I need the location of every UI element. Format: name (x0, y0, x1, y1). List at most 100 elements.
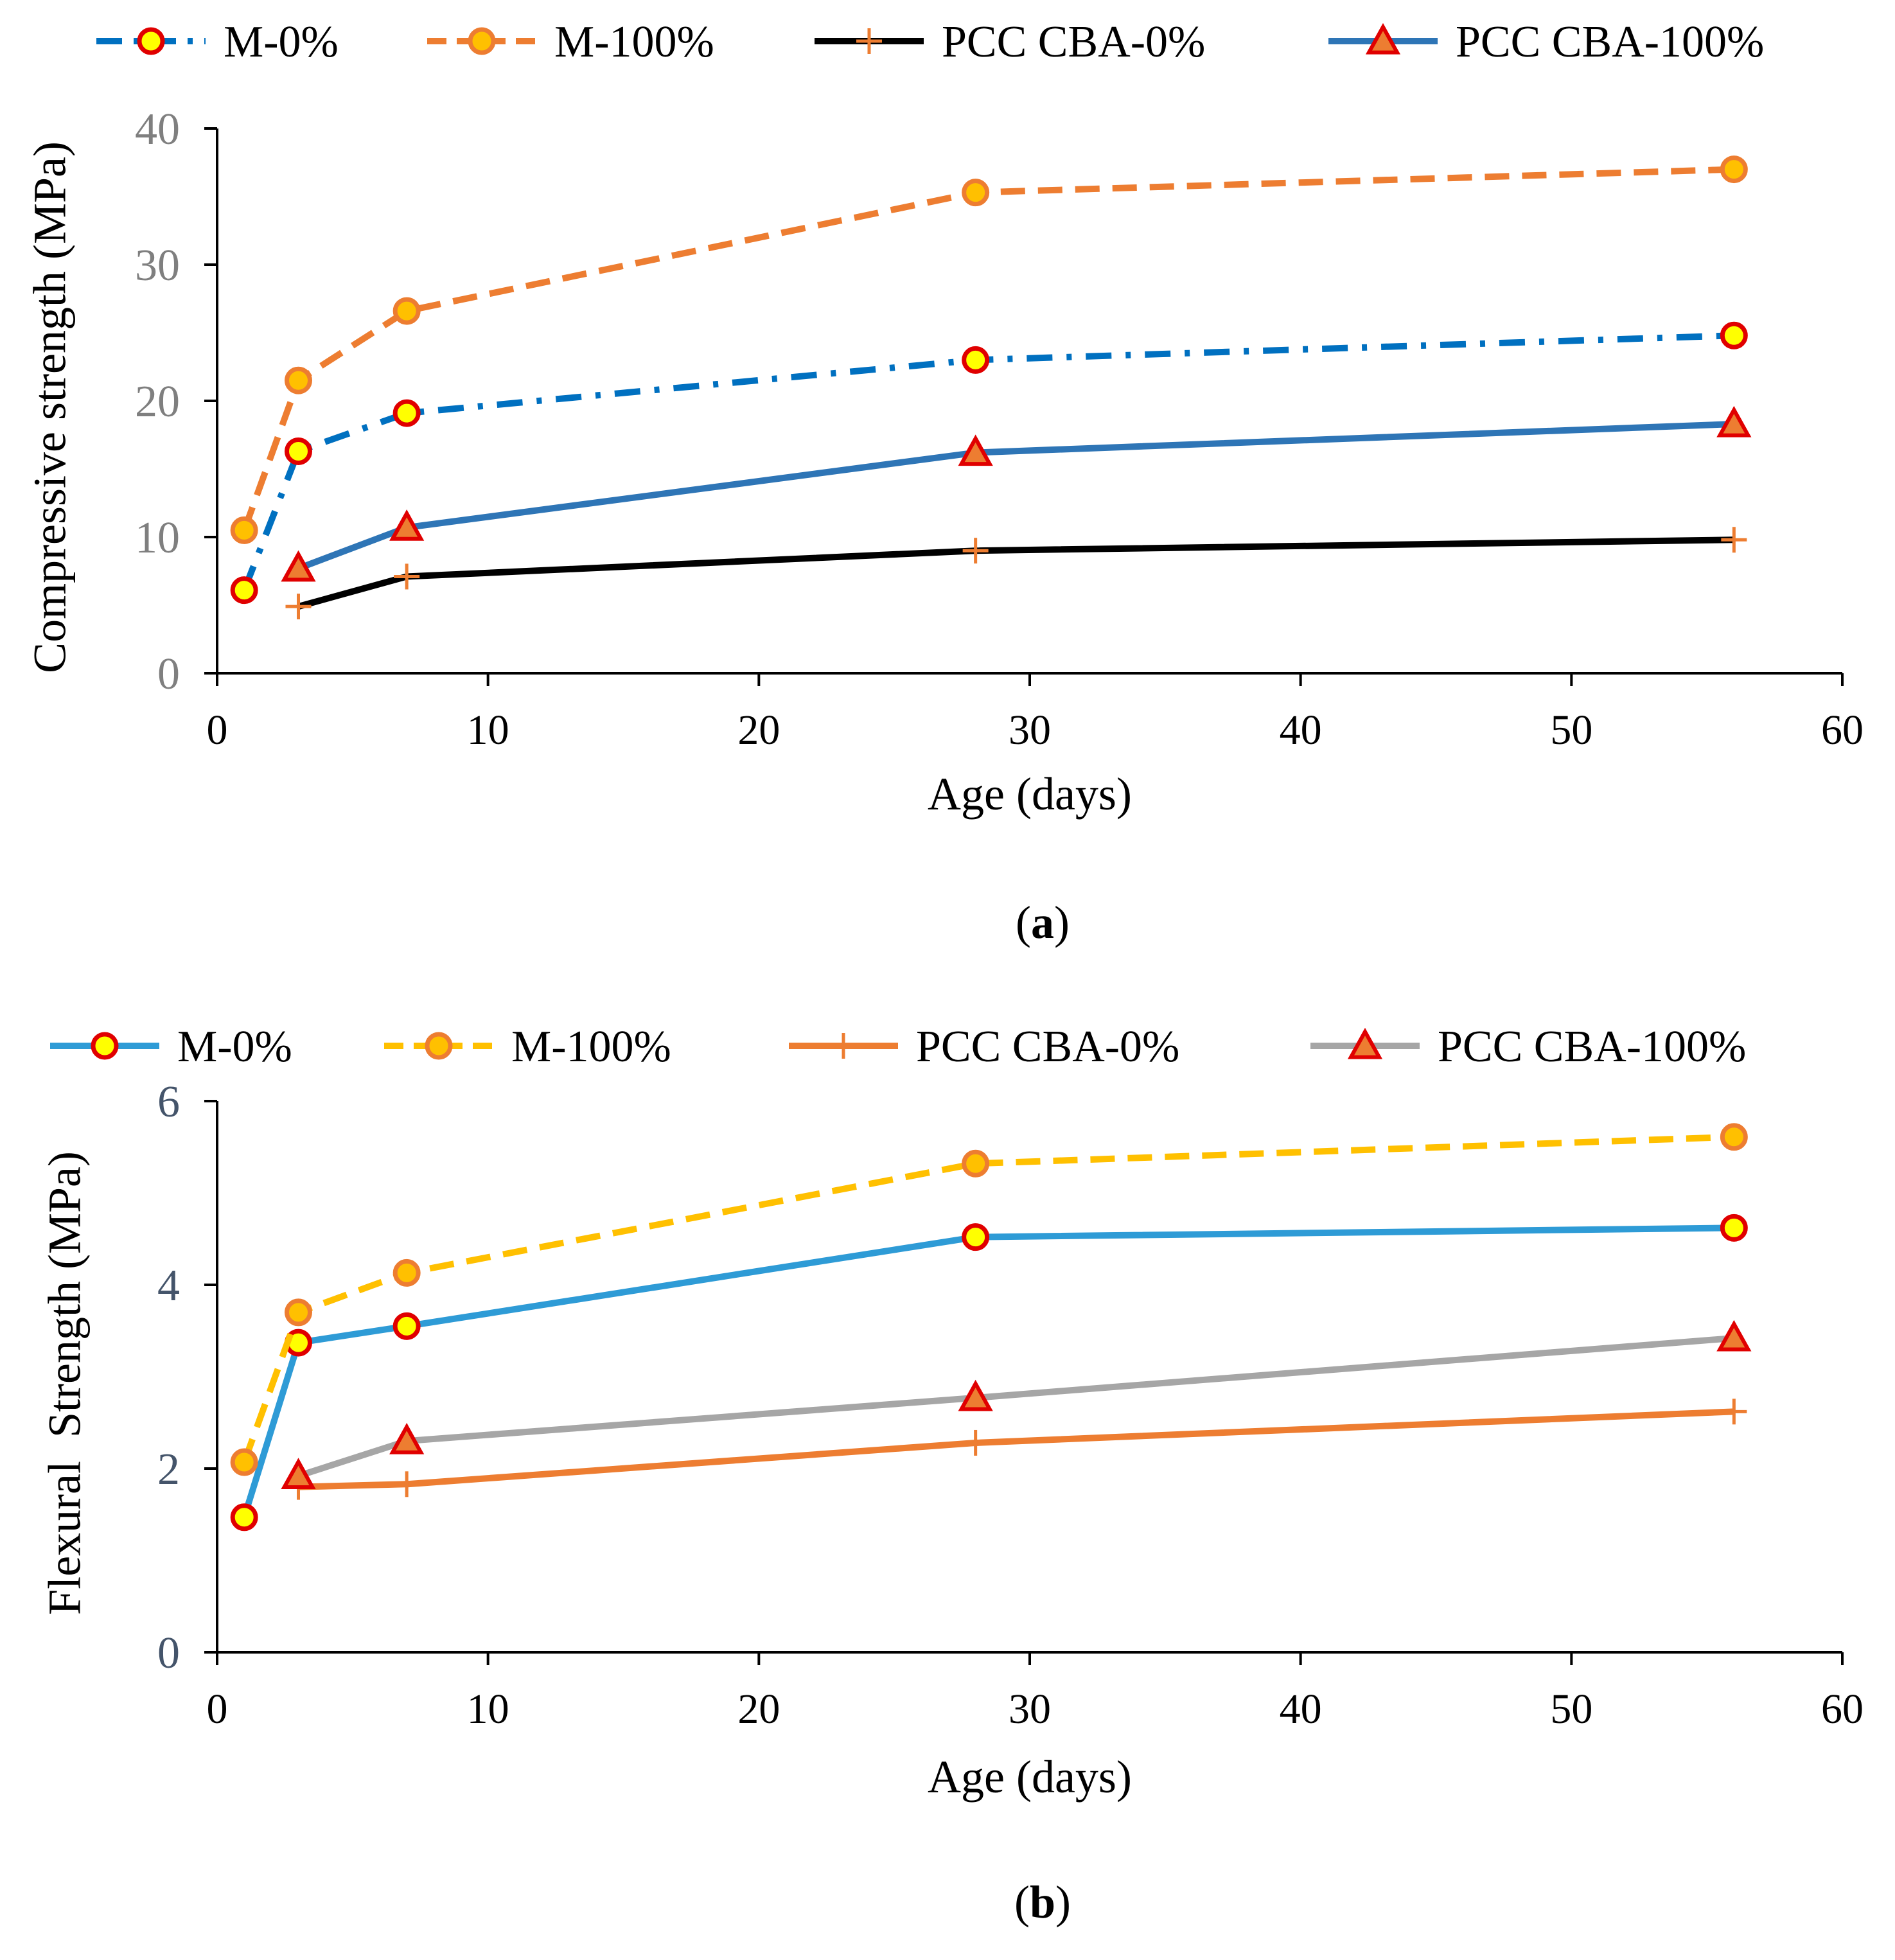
data-point (281, 550, 316, 582)
legend-label: PCC CBA-100% (1456, 17, 1764, 67)
data-point (392, 1312, 421, 1340)
data-point (285, 366, 312, 394)
series-line (241, 332, 1734, 592)
data-point (230, 516, 258, 544)
data-point (962, 1149, 990, 1178)
data-point (1720, 321, 1748, 349)
x-tick-label: 40 (1280, 1686, 1322, 1733)
x-tick-label: 50 (1550, 1686, 1592, 1733)
legend-item: M-100% (427, 17, 714, 67)
data-point (230, 1503, 258, 1532)
series-line (241, 166, 1734, 532)
x-tick-label: 50 (1550, 707, 1592, 754)
data-point (281, 1458, 316, 1490)
legend-item: M-0% (96, 17, 339, 67)
series-PCC CBA-100% (281, 405, 1752, 582)
x-tick-label: 10 (467, 1686, 509, 1733)
data-point (962, 179, 990, 207)
legend-marker (856, 28, 882, 54)
data-point (1721, 527, 1747, 553)
panel-label: a (1031, 897, 1054, 948)
ticks-b: 0 10 20 30 40 50 60 0 2 4 6 (157, 1077, 1864, 1733)
y-tick-label: 10 (135, 513, 180, 563)
data-point (285, 594, 312, 620)
legend-marker (831, 1033, 856, 1059)
data-point (392, 1258, 421, 1287)
data-point (392, 399, 421, 427)
data-point (230, 576, 258, 605)
data-point (285, 1298, 312, 1327)
series-M-100% (230, 1123, 1748, 1476)
y-tick-label: 6 (157, 1077, 180, 1127)
legend-marker (137, 27, 165, 55)
legend-marker (425, 1032, 453, 1060)
data-point (230, 1448, 258, 1476)
x-tick-label: 60 (1821, 1686, 1864, 1733)
data-point (285, 437, 312, 465)
panel-a-compressive: M-0% M-100% PCC CBA-0% PCC CBA-100% 0 10 20 30… (24, 17, 1864, 948)
plot-area-a (230, 155, 1752, 620)
series-M-100% (230, 155, 1748, 544)
x-tick-label: 0 (207, 707, 228, 754)
y-tick-label: 20 (135, 377, 180, 427)
legend-a: M-0% M-100% PCC CBA-0% PCC CBA-100% (96, 17, 1764, 67)
plot-area-b (230, 1123, 1752, 1532)
x-tick-label: 30 (1009, 707, 1051, 754)
x-tick-label: 20 (737, 1686, 780, 1733)
data-point (962, 1223, 990, 1251)
y-tick-label: 0 (157, 649, 180, 699)
x-tick-label: 0 (207, 1686, 228, 1733)
data-point (958, 1379, 993, 1411)
series-line (297, 421, 1734, 572)
series-M-0% (230, 321, 1748, 605)
x-axis-title: Age (days) (928, 1751, 1132, 1803)
legend-label: M-0% (177, 1022, 292, 1072)
legend-marker (1365, 22, 1401, 55)
x-tick-label: 40 (1280, 707, 1322, 754)
data-point (1716, 405, 1752, 437)
legend-b: M-0% M-100% PCC CBA-0% PCC CBA-100% (50, 1022, 1746, 1072)
legend-label: PCC CBA-100% (1438, 1022, 1746, 1072)
data-point (962, 1429, 989, 1456)
legend-label: M-100% (554, 17, 714, 67)
panel-b-flexural: M-0% M-100% PCC CBA-0% PCC CBA-100% 0 10 20 30… (39, 1022, 1864, 1928)
panel-label: b (1030, 1876, 1055, 1928)
legend-item: PCC CBA-100% (1328, 17, 1764, 67)
legend-label: M-0% (224, 17, 339, 67)
x-tick-label: 60 (1821, 707, 1864, 754)
data-point (1716, 1320, 1752, 1352)
legend-item: M-0% (50, 1022, 292, 1072)
legend-marker (91, 1032, 119, 1060)
legend-label: PCC CBA-0% (942, 17, 1205, 67)
data-point (962, 346, 990, 374)
legend-item: PCC CBA-0% (815, 17, 1205, 67)
x-tick-label: 10 (467, 707, 509, 754)
legend-marker (468, 27, 496, 55)
series-M-0% (230, 1214, 1748, 1532)
legend-item: M-100% (384, 1022, 671, 1072)
series-PCC CBA-100% (281, 1320, 1752, 1490)
ticks-a: 0 10 20 30 40 50 60 0 10 20 30 40 (135, 105, 1864, 754)
x-tick-label: 20 (737, 707, 780, 754)
data-point (394, 563, 420, 590)
series-PCC CBA-0% (285, 527, 1747, 620)
y-tick-label: 40 (135, 105, 180, 154)
data-point (962, 538, 989, 564)
x-axis-title: Age (days) (928, 768, 1132, 820)
data-point (392, 297, 421, 325)
y-axis-title: Flexural Strength (MPa) (39, 1151, 91, 1615)
data-point (394, 1471, 420, 1497)
x-tick-label: 30 (1009, 1686, 1051, 1733)
y-tick-label: 4 (157, 1261, 180, 1311)
data-point (389, 509, 425, 541)
series-line (298, 1408, 1734, 1490)
y-tick-label: 0 (157, 1629, 180, 1678)
data-point (1720, 1214, 1748, 1242)
panel-caption: (b) (1014, 1876, 1071, 1928)
legend-marker (1347, 1027, 1383, 1059)
data-point (958, 434, 993, 466)
panel-caption: (a) (1016, 897, 1070, 948)
legend-item: PCC CBA-100% (1310, 1022, 1746, 1072)
y-axis-title: Compressive strength (MPa) (24, 141, 76, 673)
